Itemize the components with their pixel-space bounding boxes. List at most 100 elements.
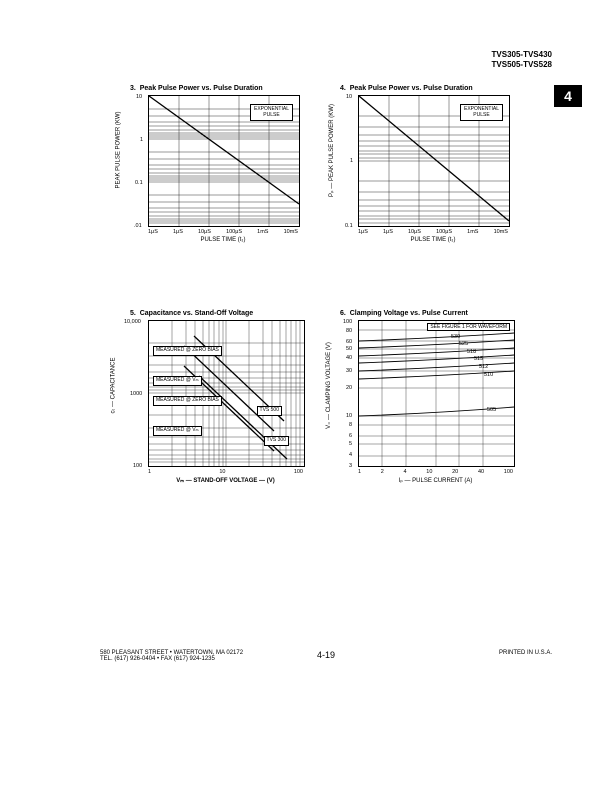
chart-5: 5. Capacitance vs. Stand-Off Voltage MEA…	[130, 310, 305, 484]
series-label: 515	[474, 356, 483, 362]
xtick: 20	[452, 469, 458, 475]
ytick: 8	[349, 422, 352, 428]
ytick: 10	[346, 94, 352, 100]
chart-5-xticks: 1 10 100	[148, 469, 303, 475]
footer-address-block: 580 PLEASANT STREET • WATERTOWN, MA 0217…	[100, 650, 243, 662]
chart-4-num: 4.	[340, 85, 346, 92]
ytick: 30	[346, 368, 352, 374]
chart-5-title: 5. Capacitance vs. Stand-Off Voltage	[130, 310, 305, 317]
xtick: 1	[148, 469, 151, 475]
chart-4-title: 4. Peak Pulse Power vs. Pulse Duration	[340, 85, 510, 92]
footer-phone: TEL. (617) 926-0404 • FAX (617) 924-1235	[100, 656, 243, 662]
series-label: 530	[451, 334, 460, 340]
chart-5-plot: MEASURED @ ZERO BIAS MEASURED @ Vₘ MEASU…	[148, 320, 305, 467]
xtick: 40	[478, 469, 484, 475]
chart-4: 4. Peak Pulse Power vs. Pulse Duration E…	[340, 85, 510, 243]
label-text: TVS 300	[267, 437, 286, 443]
xtick: 10μS	[408, 229, 421, 235]
ytick: 20	[346, 385, 352, 391]
chart-5-label-p1: TVS 500	[257, 406, 282, 416]
ytick: 10	[136, 94, 142, 100]
xtick: 10	[426, 469, 432, 475]
chart-6-xticks: 1 2 4 10 20 40 100	[358, 469, 513, 475]
ytick: 1	[140, 137, 143, 143]
chart-3-num: 3.	[130, 85, 136, 92]
chart-3-title: 3. Peak Pulse Power vs. Pulse Duration	[130, 85, 300, 92]
xtick: 100μS	[226, 229, 242, 235]
ytick: 4	[349, 452, 352, 458]
xtick: 10	[219, 469, 225, 475]
chart-4-xlabel: PULSE TIME (t₁)	[358, 237, 508, 243]
ytick: 80	[346, 328, 352, 334]
xtick: 1μS	[383, 229, 393, 235]
chart-6: 6. Clamping Voltage vs. Pulse Current SE…	[340, 310, 515, 484]
chart-4-title-text: Peak Pulse Power vs. Pulse Duration	[350, 85, 473, 92]
xtick: 1mS	[257, 229, 268, 235]
ytick: 10,000	[124, 319, 141, 325]
ytick: 40	[346, 355, 352, 361]
chart-3-ylabel: PEAK PULSE POWER (KW)	[116, 111, 122, 188]
chart-3-xlabel: PULSE TIME (t₁)	[148, 237, 298, 243]
label-text: MEASURED @ Vₘ	[156, 377, 199, 383]
code-line-1: TVS305-TVS430	[492, 50, 552, 60]
chart-3-note-text: EXPONENTIAL PULSE	[254, 106, 289, 118]
chart-5-ylabel: cₜ — CAPACITANCE	[109, 358, 116, 414]
ytick: .01	[134, 223, 142, 229]
chart-4-note: EXPONENTIAL PULSE	[460, 104, 503, 121]
chart-5-num: 5.	[130, 310, 136, 317]
label-text: MEASURED @ ZERO BIAS	[156, 347, 219, 353]
xtick: 1μS	[148, 229, 158, 235]
ytick: 1	[350, 158, 353, 164]
chart-6-plot: SEE FIGURE 1 FOR WAVEFORM 530 525 518 51…	[358, 320, 515, 467]
xtick: 100	[504, 469, 513, 475]
chart-3-title-text: Peak Pulse Power vs. Pulse Duration	[140, 85, 263, 92]
chart-5-label-m2: MEASURED @ Vₘ	[153, 376, 202, 386]
ytick: 5	[349, 441, 352, 447]
page-footer: 580 PLEASANT STREET • WATERTOWN, MA 0217…	[100, 650, 552, 662]
chart-6-note: SEE FIGURE 1 FOR WAVEFORM	[427, 323, 510, 331]
xtick: 100	[294, 469, 303, 475]
series-label: 505	[487, 407, 496, 413]
xtick: 4	[404, 469, 407, 475]
ytick: 100	[133, 463, 142, 469]
chart-4-plot: EXPONENTIAL PULSE	[358, 95, 510, 227]
chart-4-note-text: EXPONENTIAL PULSE	[464, 106, 499, 118]
chart-6-title: 6. Clamping Voltage vs. Pulse Current	[340, 310, 515, 317]
ytick: 50	[346, 346, 352, 352]
chart-3-note: EXPONENTIAL PULSE	[250, 104, 293, 121]
label-text: MEASURED @ Vₘ	[156, 427, 199, 433]
series-label: 510	[484, 372, 493, 378]
xtick: 10μS	[198, 229, 211, 235]
label-text: MEASURED @ ZERO BIAS	[156, 397, 219, 403]
chart-5-label-p2: TVS 300	[264, 436, 289, 446]
chart-4-xticks: 1μS 1μS 10μS 100μS 1mS 10mS	[358, 229, 508, 235]
xtick: 1mS	[467, 229, 478, 235]
ytick: 0.1	[345, 223, 353, 229]
chart-3-xticks: 1μS 1μS 10μS 100μS 1mS 10mS	[148, 229, 298, 235]
xtick: 1μS	[173, 229, 183, 235]
chart-5-title-text: Capacitance vs. Stand-Off Voltage	[140, 310, 253, 317]
ytick: 1000	[130, 391, 142, 397]
series-label: 512	[479, 364, 488, 370]
header-part-codes: TVS305-TVS430 TVS505-TVS528	[492, 50, 552, 69]
xtick: 100μS	[436, 229, 452, 235]
xtick: 10mS	[284, 229, 298, 235]
chart-6-title-text: Clamping Voltage vs. Pulse Current	[350, 310, 468, 317]
label-text: TVS 500	[260, 407, 279, 413]
ytick: 6	[349, 433, 352, 439]
chart-3-plot: EXPONENTIAL PULSE	[148, 95, 300, 227]
series-label: 518	[467, 349, 476, 355]
ytick: 3	[349, 463, 352, 469]
chart-5-label-m4: MEASURED @ Vₘ	[153, 426, 202, 436]
xtick: 2	[381, 469, 384, 475]
series-label: 525	[459, 341, 468, 347]
section-tab: 4	[554, 85, 582, 107]
chart-3: 3. Peak Pulse Power vs. Pulse Duration E…	[130, 85, 300, 243]
xtick: 1μS	[358, 229, 368, 235]
chart-6-ylabel: V₌ — CLAMPING VOLTAGE (V)	[325, 342, 332, 429]
footer-page-number: 4-19	[317, 650, 335, 660]
chart-6-xlabel: Iₚ — PULSE CURRENT (A)	[358, 477, 513, 484]
ytick: 10	[346, 413, 352, 419]
ytick: 0.1	[135, 180, 143, 186]
xtick: 1	[358, 469, 361, 475]
